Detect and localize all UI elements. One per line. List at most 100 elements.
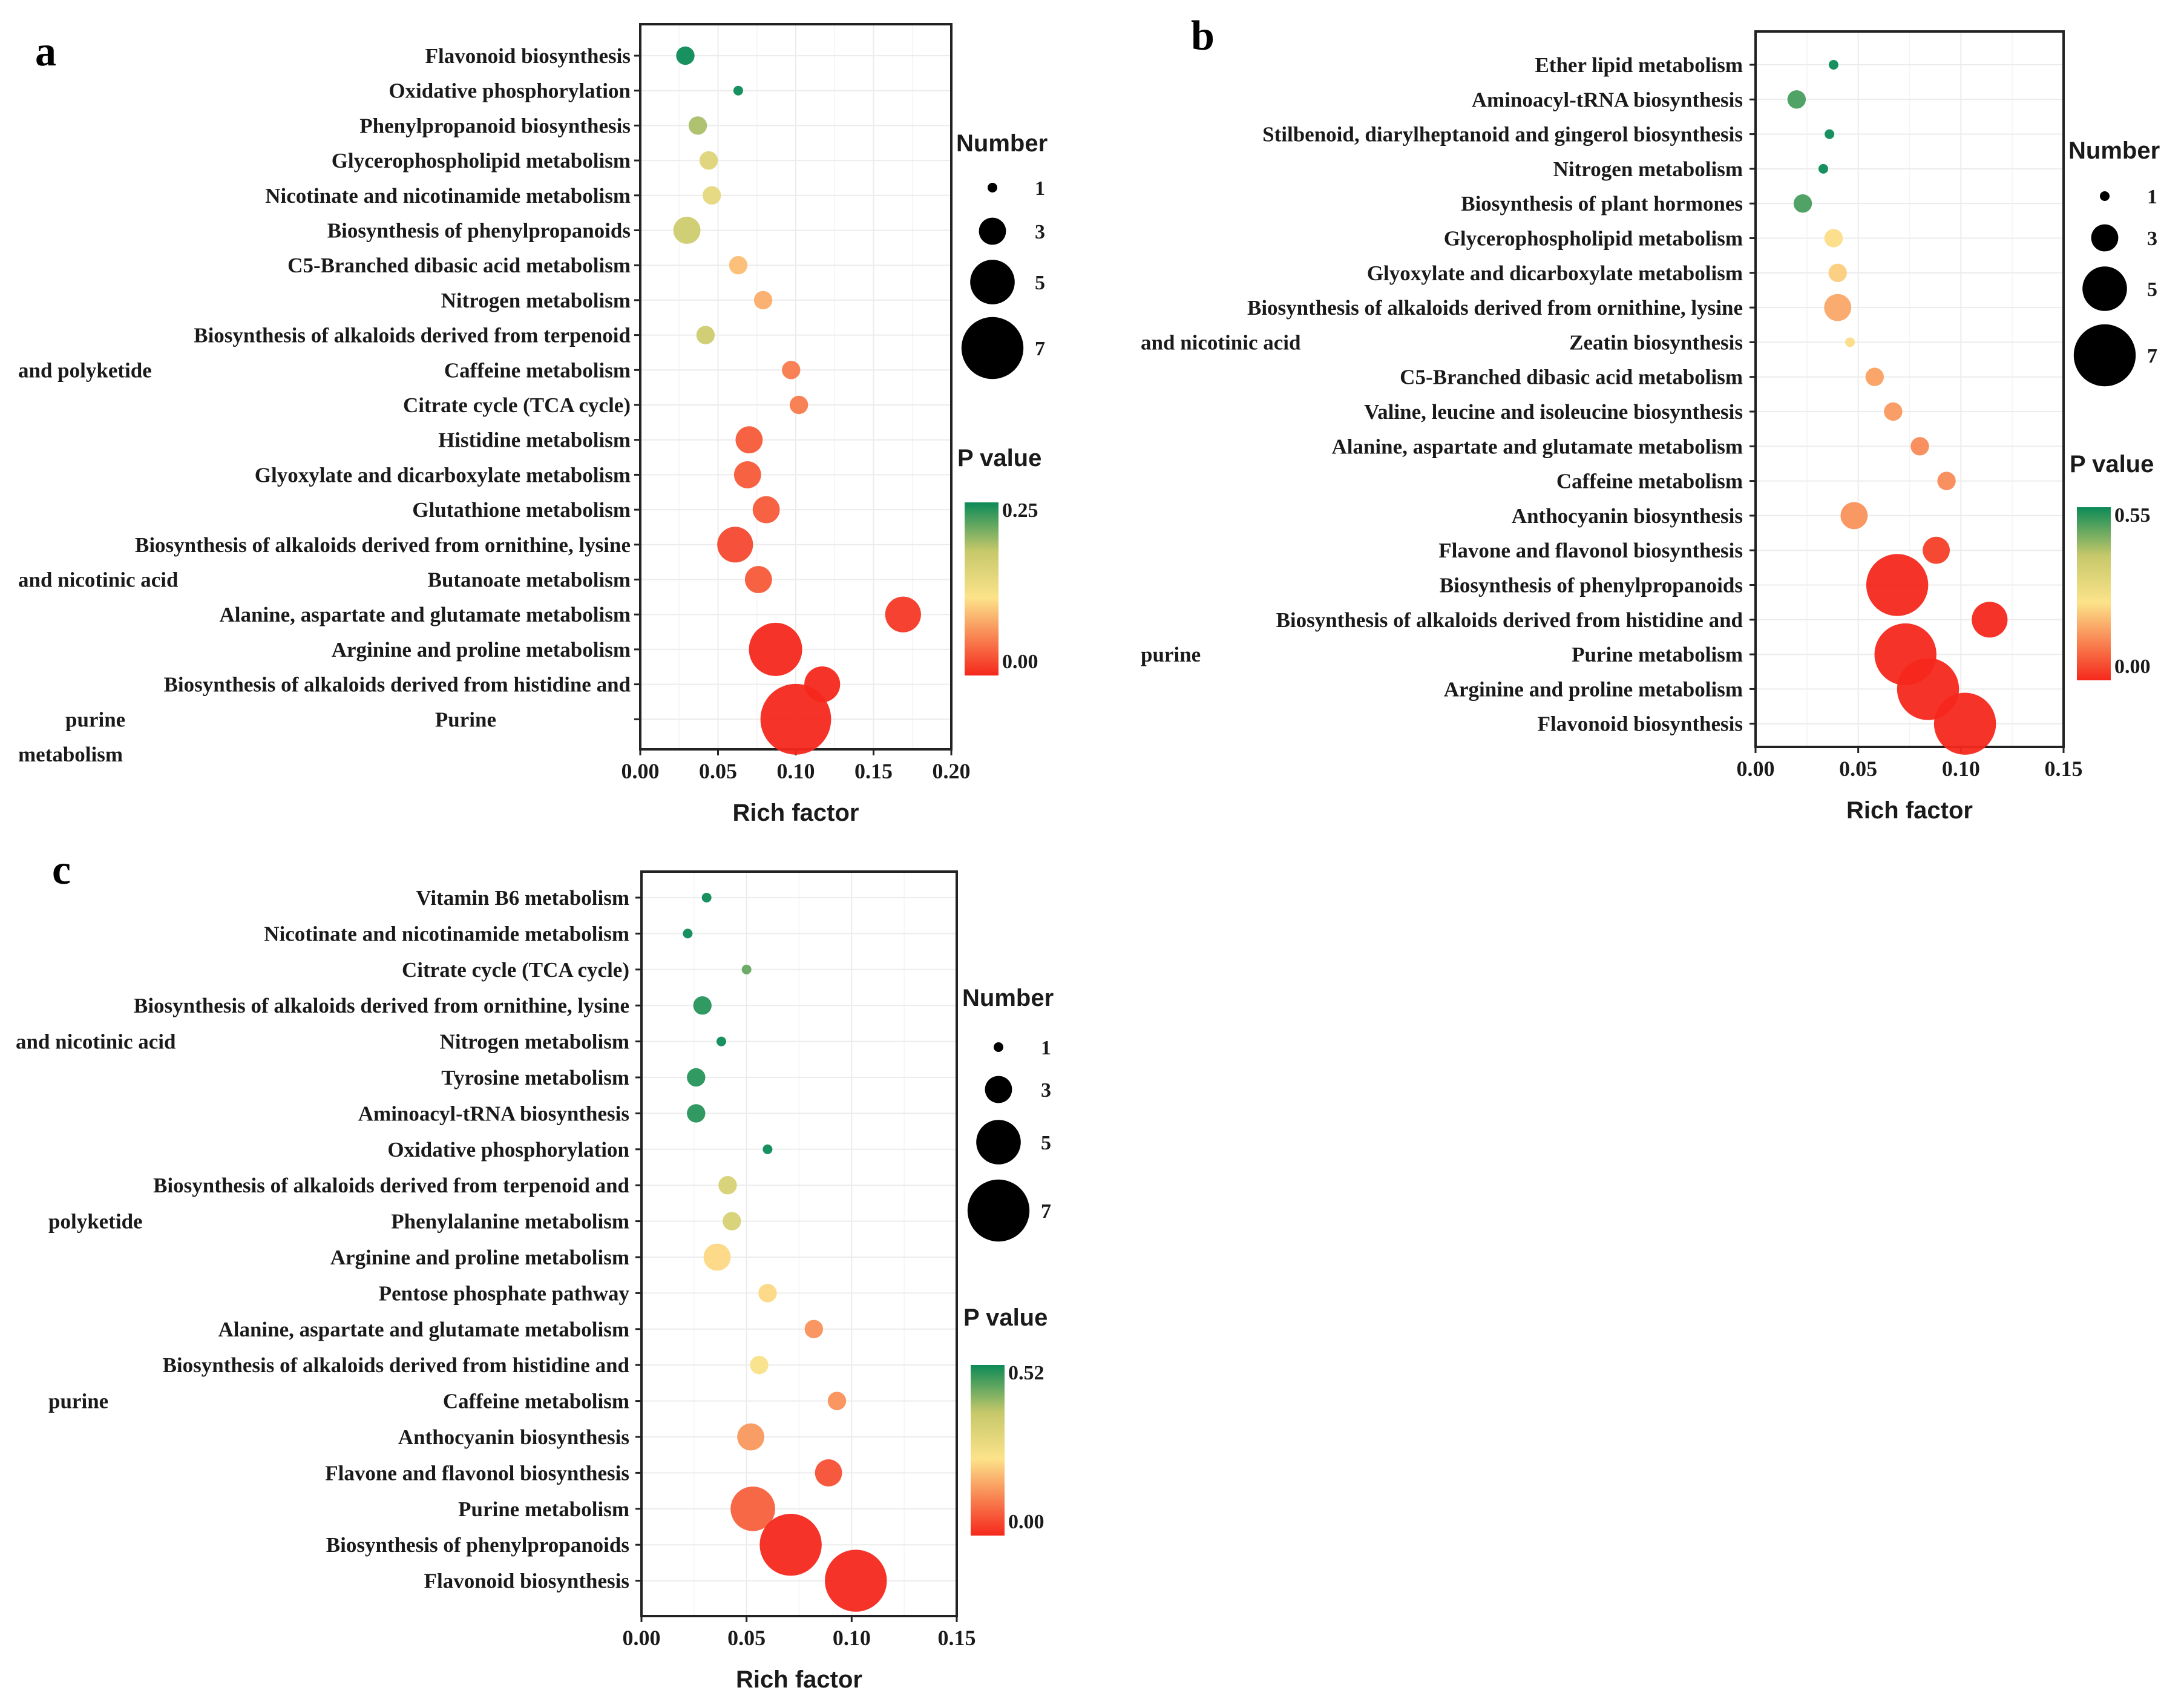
color-legend-min: 0.00 [2114,656,2151,678]
data-point [687,1104,706,1123]
pathway-label: Flavonoid biosynthesis [424,1569,629,1593]
data-point [723,1212,741,1231]
panel-b: b 0.00 0.05 0.10 0.15 Rich factor Ether lipid … [1141,13,2160,824]
pathway-label: Biosynthesis of phenylpropanoids [327,219,631,243]
x-tick-label: 0.05 [699,759,737,783]
pathway-label: Alanine, aspartate and glutamate metabol… [219,603,631,626]
data-point [744,566,772,593]
y-labels: Vitamin B6 metabolism Nicotinate and nico… [16,886,630,1593]
size-legend-dot [979,217,1006,245]
pathway-label: Biosynthesis of plant hormones [1461,192,1743,215]
pathway-label: Biosynthesis of alkaloids derived from o… [134,994,629,1017]
data-point [716,1036,726,1047]
pathway-label: Alanine, aspartate and glutamate metabol… [1331,435,1743,458]
pathway-label: Phenylalanine metabolism [391,1210,629,1234]
x-tick-label: 0.15 [854,759,893,783]
pathway-label: Histidine metabolism [438,429,631,452]
pathway-label: Glyoxylate and dicarboxylate metabolism [255,463,631,487]
data-point [699,151,718,170]
color-bar [2077,507,2111,680]
pathway-label: Oxidative phosphorylation [389,79,631,103]
data-point [693,996,712,1015]
data-point [753,291,773,310]
data-point [750,1356,769,1375]
pathway-label: polyketide [48,1210,143,1234]
pathway-label: Biosynthesis of phenylpropanoids [1440,574,1743,597]
data-point [729,256,748,275]
data-point [730,1487,775,1531]
color-legend-title: P value [957,445,1041,472]
x-tick-label: 0.20 [933,759,971,783]
pathway-label: C5-Branched dibasic acid metabolism [287,254,631,277]
size-legend-label: 1 [2147,186,2157,208]
panel-letter: a [35,28,56,75]
size-legend-dot [976,1120,1021,1165]
x-tick-label: 0.00 [623,1626,661,1650]
size-legend-label: 1 [1035,177,1045,200]
pathway-label: purine [1141,643,1201,666]
x-axis-title: Rich factor [736,1666,862,1693]
x-tick-label: 0.05 [1839,757,1877,781]
color-legend-title: P value [963,1304,1048,1331]
color-legend: P value 0.25 0.00 [957,445,1041,675]
pathway-label: Nitrogen metabolism [440,1030,629,1054]
pathway-label: Biosynthesis of phenylpropanoids [326,1533,629,1557]
data-point [683,928,693,939]
color-legend-max: 0.25 [1002,499,1038,522]
size-legend-dot [961,317,1024,380]
data-point [733,461,761,488]
size-legend-label: 7 [2147,345,2157,367]
size-legend-dot [2100,191,2110,201]
data-point [1793,194,1812,213]
x-tick-label: 0.00 [1737,757,1775,781]
size-legend-label: 1 [1041,1037,1051,1059]
x-tick-label: 0.15 [938,1626,976,1650]
grid [641,872,957,1616]
x-tick-label: 0.00 [621,759,660,783]
x-axis-title: Rich factor [733,800,859,826]
data-point [1828,263,1847,282]
pathway-label: Biosynthesis of alkaloids derived from t… [194,324,631,347]
pathway-label: metabolism [18,743,123,766]
pathway-label: Flavonoid biosynthesis [425,44,631,68]
pathway-label: C5-Branched dibasic acid metabolism [1400,366,1743,389]
pathway-label: Flavone and flavonol biosynthesis [1438,539,1743,562]
size-legend-dot [2082,266,2127,311]
color-bar [971,1365,1005,1536]
size-legend: Number 1 3 5 7 [2068,137,2160,387]
pathway-label: Alanine, aspartate and glutamate metabol… [218,1318,629,1341]
x-axis-title: Rich factor [1846,797,1973,824]
size-legend: Number 1 3 5 7 [956,130,1048,380]
pathway-label: Caffeine metabolism [443,1390,629,1413]
size-legend-dot [970,260,1015,304]
data-point [1824,229,1843,248]
size-legend-dot [988,183,997,192]
pathway-label: Nicotinate and nicotinamide metabolism [264,922,629,945]
panel-c: c 0.00 0.05 0.10 0.15 Rich factor Vitamin B6 m… [16,847,1054,1693]
size-legend-dot [994,1042,1003,1052]
pathway-label: Purine metabolism [1572,643,1743,666]
pathway-label: Vitamin B6 metabolism [416,886,629,910]
size-legend-label: 3 [1041,1079,1051,1102]
data-point [1787,90,1806,109]
data-point [1937,472,1956,490]
pathway-label: Anthocyanin biosynthesis [398,1425,629,1449]
data-point [688,116,707,135]
data-point [752,496,780,524]
color-legend: P value 0.52 0.00 [963,1304,1048,1536]
y-labels: Ether lipid metabolism Aminoacyl-tRNA bio… [1141,53,1743,736]
data-point [687,1068,706,1087]
data-point [1824,294,1852,321]
pathway-label: Biosynthesis of alkaloids derived from o… [1247,296,1743,320]
data-point [717,527,753,563]
x-tick-label: 0.10 [833,1626,871,1650]
data-point [696,326,715,344]
points [673,46,921,755]
x-tick-label: 0.15 [2045,757,2083,781]
size-legend-dot [2091,224,2119,252]
data-point [789,395,808,415]
data-point [1910,437,1929,456]
data-point [804,1319,824,1338]
pathway-label: Arginine and proline metabolism [332,638,631,662]
pathway-label: Aminoacyl-tRNA biosynthesis [358,1102,629,1125]
